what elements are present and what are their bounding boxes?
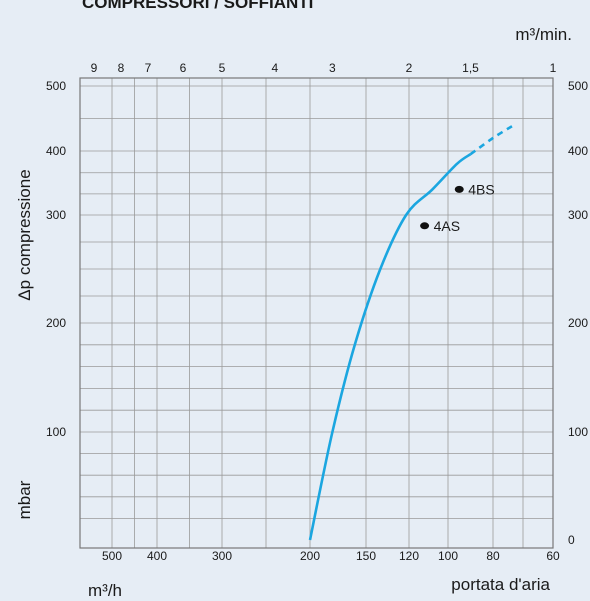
x-tick-label-bottom: 120: [399, 549, 419, 563]
bottom-x-unit-label: m³/h: [88, 581, 122, 600]
x-tick-label-top: 1: [550, 61, 557, 75]
x-tick-label-top: 3: [329, 61, 336, 75]
x-tick-label-top: 5: [219, 61, 226, 75]
y-tick-label-left: 100: [46, 425, 66, 439]
data-point-marker: [454, 185, 464, 193]
x-tick-label-top: 4: [271, 61, 278, 75]
chart-title: COMPRESSORI / SOFFIANTI: [82, 0, 313, 12]
data-point-marker: [420, 222, 430, 230]
top-x-unit-label: m³/min.: [515, 25, 572, 44]
x-tick-label-bottom: 100: [438, 549, 458, 563]
series-curve-dashed: [469, 123, 515, 156]
x-tick-label-top: 6: [180, 61, 187, 75]
tick-labels: 500 400 300 200 100 500 400 300 200 100 0 500 400 300…: [46, 61, 588, 563]
y-tick-label-left: 300: [46, 208, 66, 222]
y-unit-label: mbar: [15, 480, 34, 519]
y-tick-label-right: 100: [568, 425, 588, 439]
x-tick-label-top: 2: [406, 61, 413, 75]
y-tick-label-left: 200: [46, 316, 66, 330]
x-tick-label-top: 7: [145, 61, 152, 75]
x-tick-label-bottom: 80: [486, 549, 500, 563]
y-axis-label: Δp compressione: [15, 169, 34, 300]
y-tick-label-left: 400: [46, 144, 66, 158]
x-tick-label-bottom: 200: [300, 549, 320, 563]
data-point-label: 4AS: [434, 218, 460, 234]
y-tick-label-left: 500: [46, 79, 66, 93]
x-tick-label-top: 9: [91, 61, 98, 75]
y-tick-label-right: 400: [568, 144, 588, 158]
x-tick-label-top: 1,5: [462, 61, 479, 75]
x-tick-label-bottom: 500: [102, 549, 122, 563]
x-axis-label: portata d'aria: [451, 575, 550, 594]
x-tick-label-bottom: 150: [356, 549, 376, 563]
x-tick-label-bottom: 300: [212, 549, 232, 563]
y-tick-label-right: 0: [568, 533, 575, 547]
chart-grid: [80, 78, 553, 548]
data-point-label: 4BS: [468, 181, 494, 197]
y-tick-label-right: 200: [568, 316, 588, 330]
x-tick-label-bottom: 60: [546, 549, 560, 563]
y-tick-label-right: 300: [568, 208, 588, 222]
series-curve-solid: [308, 153, 472, 541]
x-tick-label-bottom: 400: [147, 549, 167, 563]
x-tick-label-top: 8: [118, 61, 125, 75]
y-tick-label-right: 500: [568, 79, 588, 93]
data-points: 4AS 4BS: [420, 181, 495, 234]
plot-frame: [79, 77, 554, 549]
